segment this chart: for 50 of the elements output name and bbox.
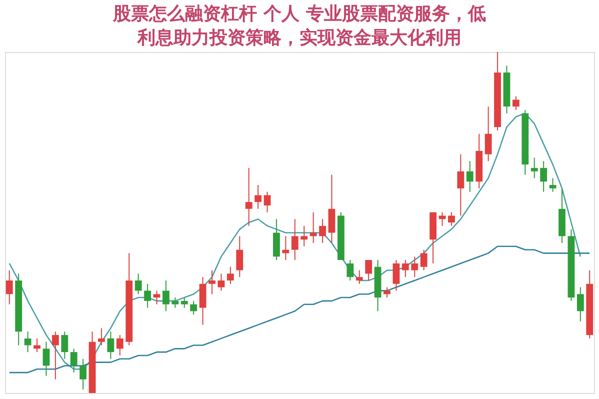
candlestick bbox=[438, 212, 446, 226]
candlestick bbox=[98, 328, 105, 346]
candlestick bbox=[245, 167, 252, 226]
candlestick bbox=[180, 297, 188, 308]
candlestick bbox=[153, 290, 160, 305]
candlestick bbox=[52, 331, 59, 380]
candlestick bbox=[530, 157, 538, 179]
candlestick bbox=[42, 341, 50, 376]
candlestick bbox=[116, 334, 124, 356]
candlestick bbox=[402, 260, 409, 278]
candlestick bbox=[226, 266, 234, 284]
candlestick bbox=[384, 286, 390, 298]
candlestick bbox=[61, 331, 68, 360]
candlestick bbox=[273, 218, 280, 261]
candlestick bbox=[24, 331, 32, 353]
candlestick bbox=[172, 297, 179, 308]
candlestick bbox=[291, 218, 298, 261]
candlestick bbox=[199, 276, 206, 326]
candlestick bbox=[328, 174, 336, 244]
candlestick bbox=[484, 106, 492, 162]
candlestick bbox=[144, 283, 151, 308]
candlestick bbox=[134, 273, 142, 295]
candlestick bbox=[236, 236, 244, 278]
candlestick bbox=[356, 270, 363, 284]
candlestick bbox=[512, 96, 520, 110]
candlestick bbox=[254, 184, 262, 210]
candlestick bbox=[365, 260, 372, 281]
candlestick bbox=[466, 160, 474, 192]
candlestick bbox=[346, 260, 354, 281]
candlestick bbox=[411, 256, 418, 278]
candlestick bbox=[310, 212, 317, 244]
candlestick bbox=[70, 348, 78, 374]
candlestick bbox=[457, 154, 464, 216]
chart-title: 股票怎么融资杠杆 个人 专业股票配资服务，低利息助力投资策略，实现资金最大化利用 bbox=[112, 4, 486, 48]
candlestick bbox=[300, 225, 308, 247]
candlestick bbox=[576, 286, 584, 322]
candlestick bbox=[264, 191, 271, 213]
candlestick bbox=[392, 260, 400, 292]
candlestick bbox=[420, 249, 428, 271]
candlestick bbox=[208, 270, 216, 295]
candlestick bbox=[162, 280, 170, 312]
candlestick bbox=[6, 270, 13, 305]
candlestick bbox=[448, 212, 455, 226]
candlestick bbox=[549, 178, 556, 192]
candlestick bbox=[80, 358, 87, 390]
candlestick bbox=[107, 331, 114, 360]
candlestick bbox=[218, 273, 225, 292]
candlestick bbox=[190, 300, 198, 316]
candlestick bbox=[319, 218, 326, 244]
candlestick bbox=[540, 160, 548, 192]
